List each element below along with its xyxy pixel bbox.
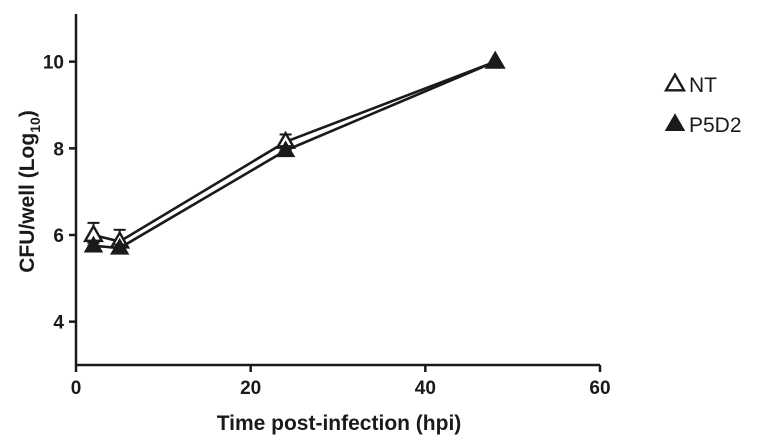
- legend-label-nt: NT: [689, 74, 717, 97]
- legend-open-triangle-icon: [663, 72, 687, 92]
- legend-item-nt: NT: [663, 72, 717, 97]
- x-tick-label: 40: [415, 378, 436, 399]
- legend-filled-triangle-icon: [664, 113, 686, 132]
- series-line: [93, 60, 496, 250]
- x-axis-title: Time post-infection (hpi): [217, 412, 462, 435]
- plot-area: [82, 50, 506, 255]
- x-tick-label: 20: [240, 378, 261, 399]
- data-point: [275, 140, 296, 158]
- series-line: [93, 60, 496, 243]
- y-tick-label: 10: [43, 53, 64, 74]
- legend-label-p5d2: P5D2: [689, 114, 742, 137]
- x-axis-ticks: 0 20 40 60: [71, 365, 611, 399]
- series-nt: [82, 50, 506, 252]
- y-tick-label: 6: [53, 226, 64, 247]
- data-point: [83, 235, 104, 253]
- legend: NT P5D2: [663, 72, 742, 137]
- series-p5d2: [83, 51, 505, 255]
- y-axis-ticks: 4 6 8 10: [43, 53, 76, 334]
- x-tick-label: 0: [71, 378, 82, 399]
- y-axis-title-subscript: 10: [27, 117, 43, 133]
- legend-item-p5d2: P5D2: [664, 113, 742, 137]
- x-tick-label: 60: [589, 378, 610, 399]
- y-axis-title-main: CFU/well (Log: [16, 133, 39, 273]
- y-axis-title: CFU/well (Log10): [16, 110, 43, 273]
- y-axis-title-close: ): [16, 110, 39, 117]
- data-point: [485, 51, 505, 69]
- y-tick-label: 4: [53, 313, 64, 334]
- data-point: [109, 237, 130, 255]
- y-tick-label: 8: [53, 139, 64, 160]
